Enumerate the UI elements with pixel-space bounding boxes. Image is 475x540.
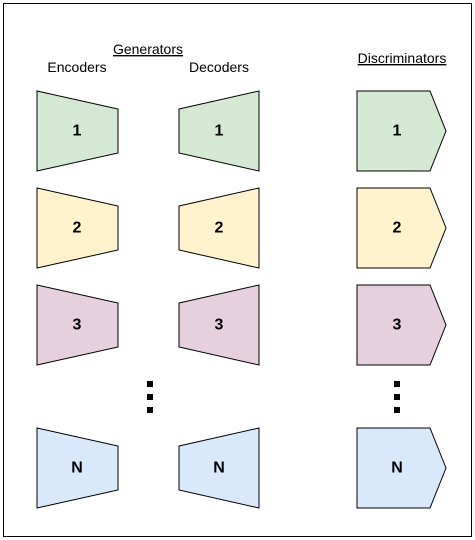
encoder-trapezoid [36,427,119,509]
discriminator-shape [356,284,447,366]
decoder-trapezoid [178,187,260,269]
encoders-header: Encoders [47,59,106,75]
row-2: 2 2 2 [36,187,447,269]
discriminator-label: N [391,460,403,477]
discriminator-label: 3 [393,317,402,334]
decoder-label: 1 [215,123,224,140]
ellipsis-group [147,381,400,413]
discriminator-shape [356,427,447,509]
encoder-label: 2 [73,220,82,237]
encoder-label: 1 [73,123,82,140]
outer-frame [3,3,472,537]
decoder-trapezoid [178,90,260,172]
decoder-label: N [213,460,225,477]
encoder-label: N [71,460,83,477]
encoder-trapezoid [36,90,119,172]
decoder-label: 2 [215,220,224,237]
discriminator-label: 2 [393,220,402,237]
row-1: 1 1 1 [36,90,447,172]
discriminator-ellipsis-dot [394,407,400,413]
discriminator-label: 1 [393,123,402,140]
generator-ellipsis-dot [147,381,153,387]
encoder-trapezoid [36,284,119,366]
generators-header: Generators [113,41,183,57]
discriminator-ellipsis-dot [394,381,400,387]
decoder-trapezoid [178,427,260,509]
discriminator-shape [356,187,447,269]
decoder-trapezoid [178,284,260,366]
encoder-trapezoid [36,187,119,269]
decoders-header: Decoders [189,59,249,75]
model-rows: 1 1 1 2 2 2 3 3 3 N N N [36,90,447,509]
discriminators-header: Discriminators [358,50,447,66]
discriminator-ellipsis-dot [394,394,400,400]
generator-ellipsis-dot [147,407,153,413]
discriminator-shape [356,90,447,172]
generator-ellipsis-dot [147,394,153,400]
encoder-label: 3 [73,317,82,334]
decoder-label: 3 [215,317,224,334]
row-3: 3 3 3 [36,284,447,366]
